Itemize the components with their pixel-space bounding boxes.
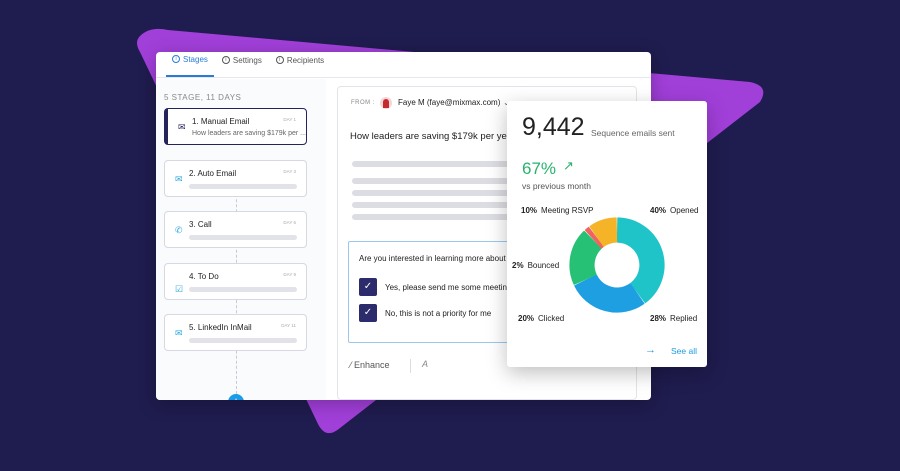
placeholder-bar <box>189 184 297 189</box>
change-label: vs previous month <box>522 181 591 191</box>
tab-bar: i Stages i Settings i Recipients <box>156 52 651 78</box>
poll-question: Are you interested in learning more abou… <box>359 254 510 263</box>
stage-card-auto-email[interactable]: ✉ 2. Auto Email DAY 3 <box>164 160 307 197</box>
placeholder-bar <box>352 202 638 208</box>
legend-bounced: 2% Bounced <box>512 261 559 270</box>
legend-value: 28% <box>650 314 667 323</box>
email-icon: ✉ <box>175 174 183 184</box>
info-circle-icon: i <box>275 56 284 64</box>
stage-title: 2. Auto Email <box>189 169 237 178</box>
enhance-button[interactable]: ⁄ Enhance <box>350 360 390 370</box>
checkbox[interactable]: ✓ <box>359 304 377 322</box>
donut-slice-replied <box>574 274 645 313</box>
tab-settings[interactable]: i Settings <box>216 52 268 77</box>
poll-option[interactable]: Yes, please send me some meeting <box>385 283 512 292</box>
stages-panel: 5 STAGE, 11 DAYS ✉ 1. Manual Email DAY 1… <box>156 79 326 400</box>
stage-day: DAY 11 <box>281 323 296 328</box>
see-all-link[interactable]: See all <box>671 346 697 356</box>
sent-count: 9,442 <box>522 113 585 141</box>
legend-replied: 28% Replied <box>650 314 697 323</box>
stages-heading: 5 STAGE, 11 DAYS <box>164 93 242 102</box>
info-circle-icon: i <box>172 55 180 63</box>
stage-day: DAY 3 <box>283 169 296 174</box>
placeholder-bar <box>352 214 512 220</box>
checkbox[interactable]: ✓ <box>359 278 377 296</box>
tab-label: Recipients <box>286 55 325 65</box>
text-format-icon[interactable]: A <box>422 359 429 369</box>
donut-slice-clicked <box>569 230 602 285</box>
legend-clicked: 20% Clicked <box>518 314 564 323</box>
tab-recipients[interactable]: i Recipients <box>270 52 330 77</box>
stage-day: DAY 6 <box>283 220 296 225</box>
stage-day: DAY 9 <box>283 272 296 277</box>
stage-day: DAY 1 <box>283 117 296 122</box>
info-circle-icon: i <box>221 56 230 64</box>
placeholder-bar <box>352 190 638 196</box>
placeholder-bar <box>189 235 297 240</box>
placeholder-bar <box>352 178 638 184</box>
legend-value: 2% <box>512 261 524 270</box>
magic-wand-icon: ⁄ <box>350 360 355 370</box>
avatar <box>380 97 392 109</box>
tab-label: Stages <box>183 54 208 64</box>
add-stage-button[interactable]: + <box>228 394 244 400</box>
stage-card-todo[interactable]: ☑ 4. To Do DAY 9 <box>164 263 307 300</box>
stage-title: 5. LinkedIn InMail <box>189 323 252 332</box>
legend-meeting-rsvp: 10% Meeting RSVP <box>521 206 593 215</box>
divider <box>410 359 411 373</box>
legend-value: 40% <box>650 206 667 215</box>
email-subject[interactable]: How leaders are saving $179k per year <box>350 131 516 142</box>
stage-title: 4. To Do <box>189 272 219 281</box>
tab-stages[interactable]: i Stages <box>166 52 214 77</box>
stage-subtitle: How leaders are saving $179k per ... <box>192 130 307 137</box>
donut-slice-meeting-rsvp <box>589 217 618 247</box>
donut-slice-bounced <box>584 226 604 249</box>
sent-count-label: Sequence emails sent <box>591 128 675 138</box>
check-icon: ☑ <box>175 284 184 294</box>
stage-card-call[interactable]: ✆ 3. Call DAY 6 <box>164 211 307 248</box>
donut-slice-opened <box>616 217 665 304</box>
placeholder-bar <box>352 161 512 167</box>
email-icon: ✉ <box>175 328 183 338</box>
phone-icon: ✆ <box>175 225 183 235</box>
change-percent: 67% <box>522 159 557 178</box>
placeholder-bar <box>189 287 297 292</box>
legend-label: Replied <box>670 314 698 323</box>
legend-label: Clicked <box>538 314 565 323</box>
arrow-right-icon[interactable]: → <box>645 344 656 356</box>
stage-title: 3. Call <box>189 220 212 229</box>
placeholder-bar <box>189 338 297 343</box>
stage-card-manual-email[interactable]: ✉ 1. Manual Email DAY 1 How leaders are … <box>164 108 307 145</box>
chevron-down-icon[interactable]: ⌄ <box>503 98 510 107</box>
email-icon: ✉ <box>178 122 186 132</box>
trending-up-icon: ↗ <box>563 158 574 173</box>
tab-label: Settings <box>232 55 262 65</box>
legend-label: Opened <box>670 206 699 215</box>
poll-option[interactable]: No, this is not a priority for me <box>385 309 492 318</box>
legend-value: 10% <box>521 206 538 215</box>
legend-label: Meeting RSVP <box>541 206 594 215</box>
from-label: FROM : <box>351 100 375 106</box>
from-value[interactable]: Faye M (faye@mixmax.com) <box>398 98 501 107</box>
stage-title: 1. Manual Email <box>192 117 250 126</box>
donut-chart <box>569 217 665 313</box>
legend-label: Bounced <box>527 261 560 270</box>
stage-card-linkedin[interactable]: ✉ 5. LinkedIn InMail DAY 11 <box>164 314 307 351</box>
legend-value: 20% <box>518 314 535 323</box>
legend-opened: 40% Opened <box>650 206 698 215</box>
enhance-label: Enhance <box>354 360 390 370</box>
stats-card: 9,442 Sequence emails sent 67% ↗ vs prev… <box>507 101 707 367</box>
